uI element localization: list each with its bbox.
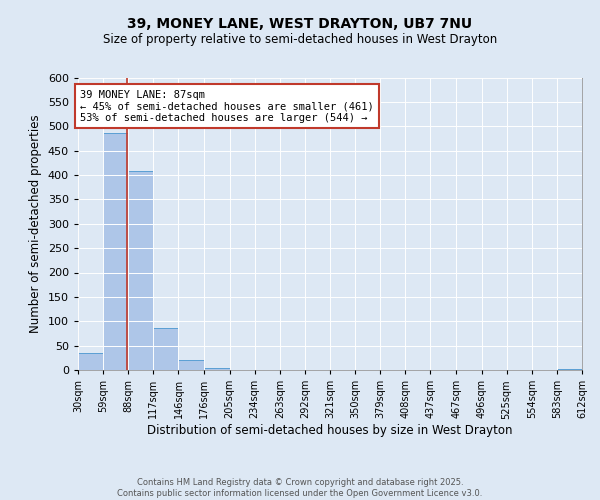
Text: 39 MONEY LANE: 87sqm
← 45% of semi-detached houses are smaller (461)
53% of semi: 39 MONEY LANE: 87sqm ← 45% of semi-detac…	[80, 90, 373, 123]
Bar	[78, 353, 103, 370]
Bar	[205, 368, 230, 370]
Bar	[557, 368, 582, 370]
Y-axis label: Number of semi-detached properties: Number of semi-detached properties	[29, 114, 42, 333]
Bar	[103, 132, 128, 370]
Bar	[178, 360, 205, 370]
Bar	[128, 171, 154, 370]
X-axis label: Distribution of semi-detached houses by size in West Drayton: Distribution of semi-detached houses by …	[147, 424, 513, 437]
Text: Contains HM Land Registry data © Crown copyright and database right 2025.
Contai: Contains HM Land Registry data © Crown c…	[118, 478, 482, 498]
Text: Size of property relative to semi-detached houses in West Drayton: Size of property relative to semi-detach…	[103, 32, 497, 46]
Text: 39, MONEY LANE, WEST DRAYTON, UB7 7NU: 39, MONEY LANE, WEST DRAYTON, UB7 7NU	[127, 18, 473, 32]
Bar	[154, 328, 178, 370]
